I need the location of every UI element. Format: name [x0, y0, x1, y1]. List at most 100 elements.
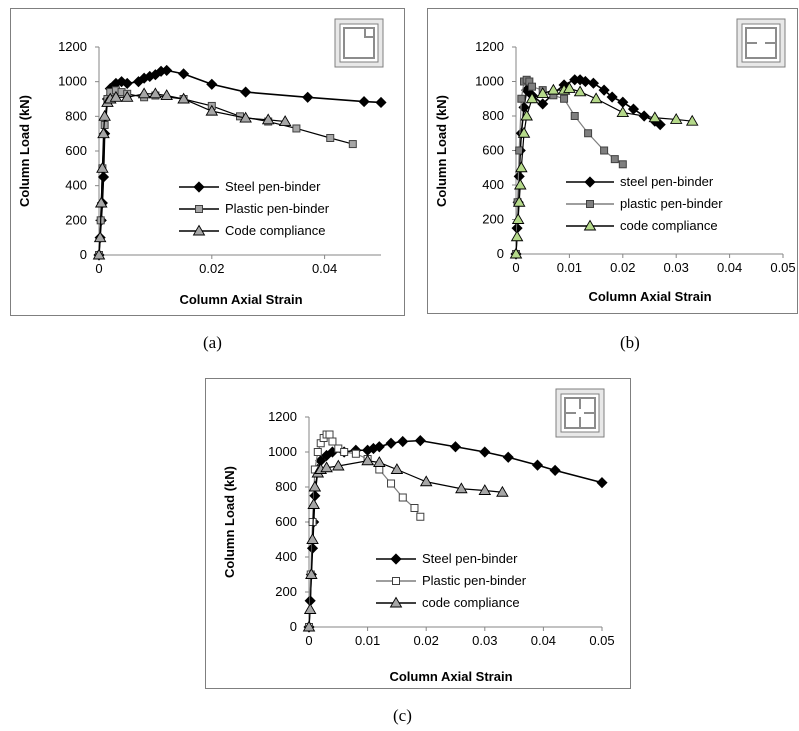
x-tick-label: 0.02 — [414, 633, 439, 648]
data-point — [308, 480, 322, 492]
data-point — [375, 96, 387, 109]
data-point — [515, 146, 524, 155]
data-point — [302, 620, 316, 632]
x-tick-label: 0 — [512, 260, 519, 275]
legend-label: steel pen-binder — [620, 174, 714, 189]
y-tick-label: 1200 — [475, 39, 504, 54]
y-tick-label: 800 — [65, 108, 87, 123]
data-point — [98, 109, 111, 121]
caption-a: (a) — [203, 333, 222, 352]
data-point — [598, 84, 610, 96]
x-tick-label: 0.02 — [199, 261, 224, 276]
caption-b: (b) — [620, 333, 640, 352]
data-point — [419, 475, 433, 487]
data-point — [517, 94, 526, 103]
x-tick-label: 0.05 — [589, 633, 614, 648]
y-tick-label: 400 — [65, 178, 87, 193]
y-tick-label: 200 — [275, 584, 297, 599]
data-point — [610, 155, 619, 164]
x-tick-label: 0.01 — [355, 633, 380, 648]
legend-label: Steel pen-binder — [422, 551, 518, 566]
x-tick-label: 0.03 — [472, 633, 497, 648]
data-point — [206, 78, 218, 90]
series-2 — [509, 82, 699, 259]
data-point — [410, 504, 419, 512]
data-point — [177, 92, 190, 104]
y-tick-label: 200 — [65, 212, 87, 227]
legend-marker — [392, 577, 400, 585]
data-point — [307, 498, 320, 509]
data-point — [97, 171, 110, 183]
data-point — [511, 213, 525, 224]
data-point — [563, 82, 576, 93]
data-point — [549, 464, 561, 476]
data-point — [92, 248, 106, 260]
data-point — [397, 435, 409, 448]
data-point — [328, 437, 337, 446]
y-tick-label: 600 — [275, 514, 297, 529]
data-point — [596, 477, 608, 489]
y-tick-label: 400 — [482, 177, 504, 192]
data-point — [320, 461, 333, 473]
y-tick-label: 0 — [80, 247, 87, 262]
legend-marker — [193, 181, 205, 193]
data-point — [496, 485, 509, 497]
data-point — [616, 106, 630, 118]
data-point — [449, 441, 462, 453]
data-point — [387, 479, 396, 488]
data-point — [97, 127, 110, 139]
x-tick-label: 0.04 — [312, 261, 337, 276]
data-point — [94, 196, 108, 208]
data-point — [385, 437, 397, 449]
data-point — [517, 126, 531, 138]
icon-inner — [339, 23, 379, 63]
data-point — [617, 96, 629, 108]
chart-a: 0 200 400 600 800 1000 1200 0 0.02 0.04 Column Axi… — [17, 18, 387, 307]
y-axis-label: Column Load (kN) — [222, 466, 237, 578]
x-axis-label: Column Axial Strain — [588, 289, 711, 304]
data-point — [669, 113, 683, 124]
icon-tie — [343, 27, 375, 59]
data-point — [93, 231, 107, 243]
data-point — [685, 114, 699, 126]
data-point — [278, 115, 292, 126]
data-point — [306, 533, 319, 544]
data-point — [205, 104, 219, 116]
legend-marker — [584, 176, 596, 188]
data-point — [96, 161, 109, 173]
data-point — [528, 82, 537, 91]
data-point — [510, 230, 524, 242]
data-point — [161, 64, 173, 76]
data-point — [509, 247, 523, 259]
chart-panel-a: 0 200 400 600 800 1000 1200 0 0.02 0.04 Column Axi… — [10, 8, 405, 316]
data-point — [390, 463, 404, 474]
data-point — [560, 94, 569, 103]
x-tick-label: 0.01 — [557, 260, 582, 275]
data-point — [348, 140, 357, 149]
data-point — [160, 89, 173, 100]
chart-c: 0 200 400 600 800 1000 1200 0 0.01 0.02 0.03 0.04 0.… — [222, 388, 615, 684]
x-tick-label: 0.03 — [664, 260, 689, 275]
legend-marker — [390, 553, 402, 565]
data-point — [579, 75, 591, 88]
x-axis-label: Column Axial Strain — [389, 669, 512, 684]
data-point — [627, 103, 640, 115]
x-axis-label: Column Axial Strain — [179, 292, 302, 307]
y-axis-label: Column Load (kN) — [17, 95, 32, 207]
y-tick-label: 800 — [482, 108, 504, 123]
data-point — [358, 96, 370, 108]
legend-label: Steel pen-binder — [225, 179, 321, 194]
data-point — [121, 77, 133, 89]
square-section-side-binder-icon — [736, 18, 786, 68]
x-tick-label: 0 — [305, 633, 312, 648]
data-point — [373, 441, 385, 453]
y-tick-label: 400 — [275, 549, 297, 564]
data-point — [292, 124, 301, 133]
data-point — [573, 85, 587, 97]
chart-b: 0 200 400 600 800 1000 1200 0 0.01 0.02 0.03 0.04 0.… — [434, 18, 796, 304]
legend-label: code compliance — [620, 218, 718, 233]
x-tick-label: 0.05 — [770, 260, 795, 275]
series-1 — [512, 75, 627, 258]
data-point — [618, 160, 627, 169]
data-point — [240, 86, 252, 98]
